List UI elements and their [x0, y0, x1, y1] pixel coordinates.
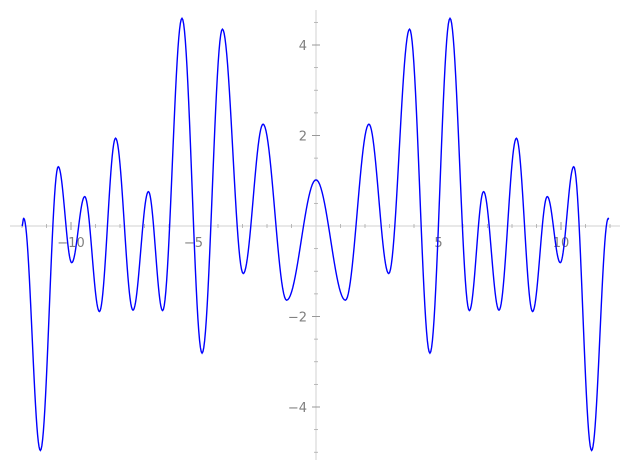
y-tick-label: 2: [299, 130, 307, 145]
x-tick-label: −10: [57, 236, 84, 251]
y-tick-label: −2: [288, 311, 307, 326]
y-tick-label: 4: [299, 39, 307, 54]
y-tick-label: −4: [288, 401, 307, 416]
tick-labels: −10 −5 5 10−4−224: [57, 39, 569, 416]
series-line: [21, 16, 610, 452]
x-tick-label: 5: [434, 236, 442, 251]
axes: [10, 10, 620, 460]
x-tick-label: −5: [184, 236, 203, 251]
